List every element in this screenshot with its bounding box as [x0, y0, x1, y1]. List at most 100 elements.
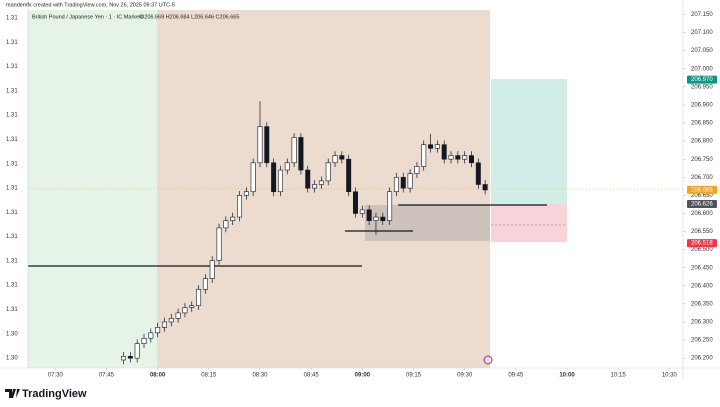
candle-body	[462, 155, 468, 160]
brand: TradingView	[22, 388, 87, 400]
stop-zone	[491, 204, 567, 242]
left-axis-label: 1.30	[6, 331, 18, 337]
candle-body	[400, 176, 406, 189]
candle-body	[168, 318, 174, 323]
candle-body	[339, 155, 345, 160]
candle-body	[298, 137, 304, 171]
candle-body	[312, 184, 318, 189]
x-tick-label: 09:15	[406, 373, 422, 379]
candle-body	[284, 162, 290, 171]
target-zone	[491, 79, 567, 204]
candle-body	[353, 191, 358, 214]
candle-body	[230, 216, 236, 221]
left-axis-label: 1.31	[6, 16, 18, 22]
left-axis-label: 1.31	[6, 40, 18, 46]
left-axis-label: 1.31	[6, 307, 18, 313]
left-axis-label: 1.31	[6, 186, 18, 192]
left-axis-label: 1.31	[6, 258, 18, 264]
price-label	[687, 239, 717, 248]
candle-body	[325, 162, 331, 182]
y-tick-label: 206.900	[691, 102, 713, 108]
candle-body	[161, 321, 167, 328]
left-axis-label: 1.31	[6, 113, 18, 119]
candle-body	[373, 216, 379, 221]
candle-body	[318, 180, 324, 185]
candle-body	[264, 126, 270, 164]
ohlc: O206.669 H206.684 L206.646 C206.665	[140, 14, 239, 20]
marks	[121, 101, 488, 365]
y-tick-label: 206.700	[691, 175, 713, 181]
candle-body	[196, 289, 202, 306]
candle-body	[414, 166, 420, 174]
candle-body	[393, 176, 399, 193]
candle-body	[421, 144, 427, 167]
x-tick-label: 08:45	[304, 373, 320, 379]
y-tick-label: 207.150	[691, 12, 713, 18]
y-tick-label: 206.650	[691, 193, 713, 199]
candle-body	[182, 307, 188, 314]
left-axis-label: 1.31	[6, 137, 18, 143]
candle-body	[243, 191, 249, 196]
candle-body	[428, 144, 434, 149]
candle-body	[475, 162, 481, 185]
left-axis-label: 1.31	[6, 161, 18, 167]
x-tick-label: 09:00	[355, 373, 371, 379]
left-axis-label: 1.31	[6, 210, 18, 216]
y-tick-label: 207.050	[691, 48, 713, 54]
y-tick-label: 206.250	[691, 338, 713, 344]
x-tick-label: 09:45	[508, 373, 524, 379]
candle-body	[155, 327, 161, 334]
y-tick-label: 206.800	[691, 139, 713, 145]
candle-body	[175, 312, 181, 319]
candle-body	[223, 220, 229, 229]
candle-body	[387, 191, 393, 221]
price-label	[687, 200, 717, 209]
candle-body	[141, 337, 147, 344]
candle-body	[121, 356, 127, 361]
replay-icon[interactable]	[483, 355, 493, 365]
price-label-text: 206.518	[691, 241, 713, 247]
candle-body	[257, 126, 263, 164]
x-tick-label: 10:15	[611, 373, 627, 379]
y-tick-label: 206.400	[691, 283, 713, 289]
candle-body	[250, 162, 256, 193]
price-label	[687, 185, 717, 194]
candle-body	[134, 343, 140, 359]
x-tick-label: 07:45	[99, 373, 115, 379]
y-tick-label: 206.450	[691, 265, 713, 271]
candle-body	[237, 195, 242, 218]
y-tick-label: 206.200	[691, 356, 713, 362]
logo	[5, 389, 20, 398]
y-tick-label: 206.500	[691, 247, 713, 253]
y-tick-label: 207.000	[691, 66, 713, 72]
candle-body	[216, 227, 222, 261]
y-tick-label: 206.850	[691, 121, 713, 127]
candle-body	[332, 155, 338, 164]
candle-body	[202, 278, 208, 290]
candle-body	[359, 209, 365, 214]
x-tick-label: 07:30	[48, 373, 64, 379]
y-tick-label: 206.300	[691, 320, 713, 326]
x-tick-label: 08:15	[201, 373, 217, 379]
x-tick-label: 10:30	[662, 373, 678, 379]
candle-body	[441, 144, 447, 160]
left-axis-label: 1.31	[6, 283, 18, 289]
candle-body	[380, 216, 386, 221]
price-label-text: 206.626	[691, 202, 713, 208]
left-axis-label: 1.31	[6, 64, 18, 70]
left-axis-label: 1.31	[6, 88, 18, 94]
y-tick-label: 206.550	[691, 229, 713, 235]
x-tick-label: 08:30	[252, 373, 268, 379]
session-zone	[157, 10, 490, 368]
candle-body	[469, 155, 474, 164]
session-zone	[28, 10, 157, 368]
candle-body	[277, 169, 283, 193]
symbol: British Pound / Japanese Yen · 1 · IC Ma…	[32, 14, 144, 20]
price-label-text: 206.970	[691, 77, 713, 83]
y-tick-label: 206.350	[691, 301, 713, 307]
candle-body	[271, 162, 277, 193]
candle-body	[482, 184, 488, 191]
candle-body	[148, 332, 154, 339]
credit: mandemfx created with TradingView.com, N…	[6, 2, 175, 8]
